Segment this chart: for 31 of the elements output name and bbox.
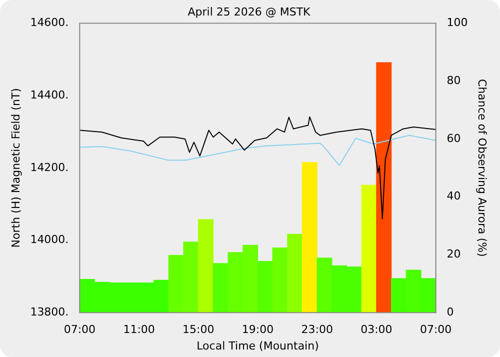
y-tick-label: 14600.: [30, 16, 69, 30]
x-tick-label: 19:00: [242, 323, 274, 336]
y-tick-label: 14000.: [30, 233, 69, 246]
x-tick-label: 07:00: [420, 323, 452, 336]
y2-tick-label: 60: [446, 132, 461, 145]
x-axis-title: Local Time (Mountain): [196, 339, 319, 352]
y2-tick-label: 20: [446, 248, 461, 261]
bar: [257, 261, 273, 313]
bar: [272, 247, 288, 313]
y-tick-label: 14400.: [30, 88, 69, 102]
bar: [361, 184, 377, 313]
x-tick-label: 11:00: [123, 323, 155, 336]
bar: [287, 234, 303, 313]
x-tick-label: 07:00: [64, 323, 96, 336]
y-axis-title: North (H) Magnetic Field (nT): [9, 88, 22, 248]
x-tick-label: 03:00: [360, 323, 392, 336]
bar: [212, 263, 228, 313]
x-tick-label: 15:00: [182, 323, 214, 336]
x-tick-label: 23:00: [301, 323, 333, 336]
bar: [316, 258, 332, 313]
y-tick-label: 14200.: [30, 160, 69, 174]
bar: [376, 62, 392, 313]
chart-title: April 25 2026 @ MSTK: [188, 5, 312, 18]
y2-tick-label: 80: [446, 74, 461, 87]
y2-tick-label: 0: [446, 305, 454, 318]
y2-axis-title: Chance of Observing Aurora (%): [476, 79, 489, 257]
bar: [198, 219, 214, 313]
y2-tick-label: 40: [446, 190, 461, 203]
y2-tick-label: 100: [446, 16, 468, 30]
y-tick-label: 13800.: [30, 305, 69, 318]
bar: [302, 162, 318, 313]
